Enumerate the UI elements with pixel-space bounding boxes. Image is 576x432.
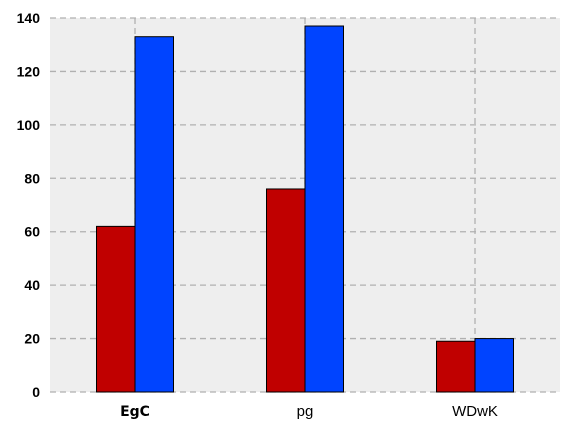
bar-series-1-WDwK — [436, 340, 476, 393]
y-axis-tick-labels: 0 20 40 60 80 100 120 140 — [17, 10, 41, 400]
y-tick-label-60: 60 — [24, 224, 40, 240]
x-axis-tick-labels: EgC pg WDwK — [120, 403, 498, 420]
y-tick-label-80: 80 — [24, 170, 40, 186]
x-tick-label-EgC: EgC — [120, 404, 150, 420]
y-tick-label-0: 0 — [32, 384, 40, 400]
bar-series-1-EgC — [96, 225, 136, 393]
bar-series-2-EgC — [134, 36, 174, 393]
x-tick-label-pg: pg — [297, 403, 314, 420]
bar-series-1-pg — [266, 188, 306, 393]
y-tick-label-120: 120 — [17, 63, 41, 79]
y-tick-label-140: 140 — [17, 10, 41, 26]
bar-series-2-pg — [304, 25, 344, 393]
bars — [96, 25, 514, 393]
y-tick-label-40: 40 — [24, 277, 40, 293]
y-tick-label-100: 100 — [17, 117, 41, 133]
x-tick-label-WDwK: WDwK — [452, 403, 498, 420]
bar-series-2-WDwK — [474, 338, 514, 393]
y-tick-label-20: 20 — [24, 331, 40, 347]
